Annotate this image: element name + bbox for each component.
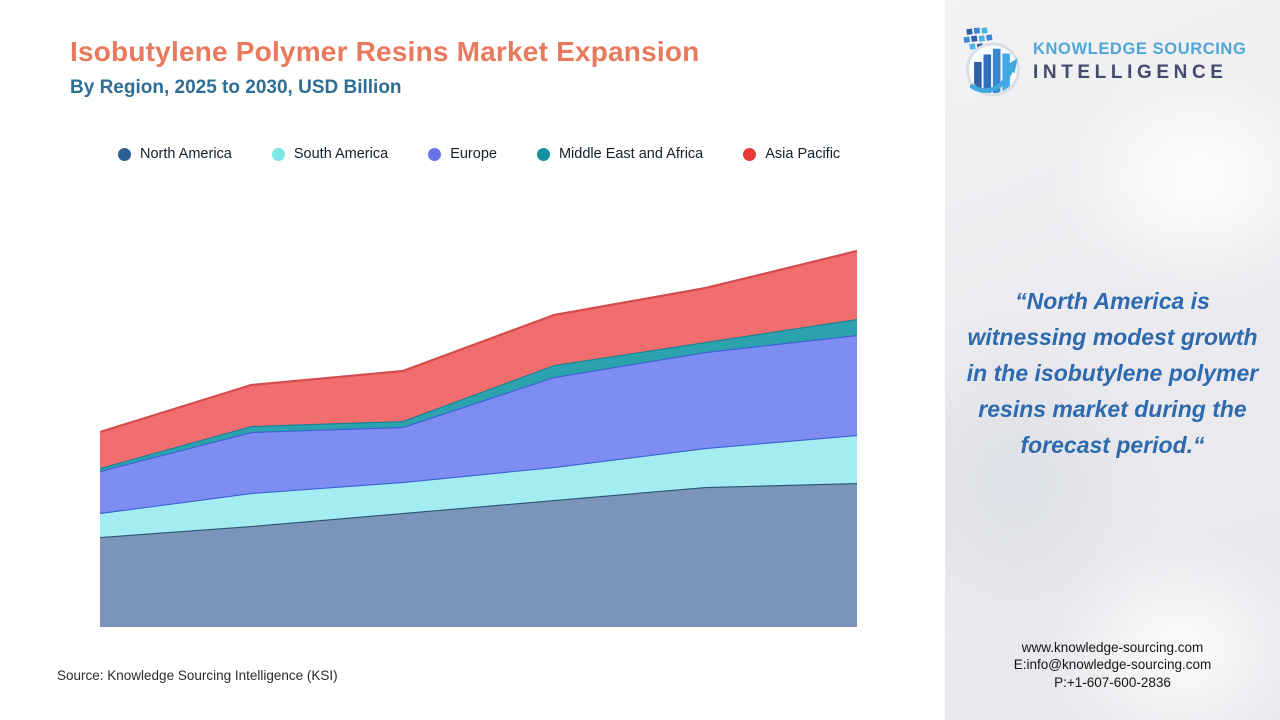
legend-label: Asia Pacific [765, 146, 841, 162]
contact-phone: P:+1-607-600-2836 [1054, 675, 1171, 691]
legend-item-asia-pacific: Asia Pacific [743, 146, 840, 162]
contact-block: www.knowledge-sourcing.com E:info@knowle… [945, 639, 1280, 692]
legend-dot-icon [271, 147, 285, 161]
brand-name-line1: KNOWLEDGE SOURCING [1033, 40, 1247, 58]
legend-dot-icon [743, 147, 757, 161]
brand-text: KNOWLEDGE SOURCING INTELLIGENCE [1033, 40, 1246, 84]
area-series-north-america [100, 483, 857, 627]
legend-item-north-america: North America [118, 146, 232, 162]
page-subtitle: By Region, 2025 to 2030, USD Billion [70, 77, 402, 98]
legend-item-middle-east-and-africa: Middle East and Africa [536, 146, 704, 162]
area-series-asia-pacific [100, 251, 857, 468]
legend-dot-icon [428, 147, 442, 161]
legend-label: Europe [450, 146, 497, 162]
legend-label: South America [293, 146, 389, 162]
sidebar-panel: KNOWLEDGE SOURCING INTELLIGENCE “North A… [945, 0, 1280, 720]
contact-email: E:info@knowledge-sourcing.com [1013, 657, 1212, 673]
legend-item-south-america: South America [271, 146, 389, 162]
area-series-middle-east-and-africa [100, 319, 857, 471]
area-series-south-america [100, 435, 857, 537]
background-blob [1050, 60, 1280, 300]
area-topline-asia-pacific [100, 249, 857, 434]
brand-logo: KNOWLEDGE SOURCING INTELLIGENCE [959, 26, 1246, 98]
contact-website: www.knowledge-sourcing.com [1021, 639, 1204, 655]
page-title: Isobutylene Polymer Resins Market Expans… [70, 36, 700, 67]
legend-dot-icon [536, 147, 550, 161]
brand-name-line2: INTELLIGENCE [1033, 62, 1228, 83]
legend-label: Middle East and Africa [558, 146, 704, 162]
source-note: Source: Knowledge Sourcing Intelligence … [57, 668, 338, 683]
legend-item-europe: Europe [428, 146, 497, 162]
stacked-area-chart [100, 249, 857, 627]
chart-legend: North America South America Europe Middle E… [118, 146, 840, 162]
legend-dot-icon [118, 147, 131, 161]
area-series-europe [100, 335, 857, 513]
legend-label: North America [140, 146, 232, 162]
quote-text: “North America is witnessing modest grow… [966, 288, 1259, 458]
logo-mark-icon [963, 27, 1020, 97]
